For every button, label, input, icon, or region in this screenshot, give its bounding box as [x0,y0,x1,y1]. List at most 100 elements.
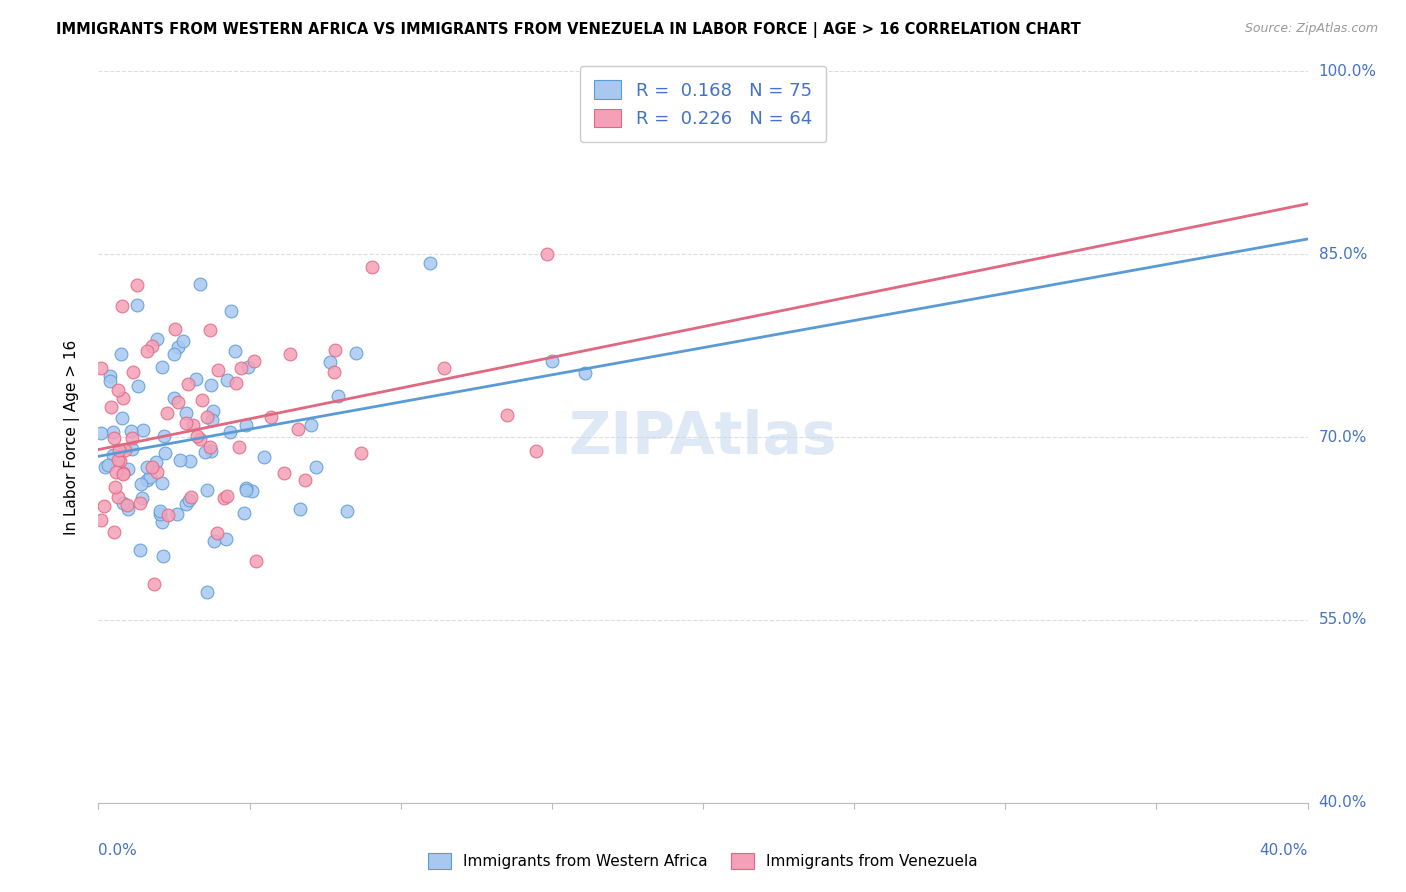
Immigrants from Western Africa [145,455,167,469]
Immigrants from Venezuela [111,391,134,405]
Immigrants from Western Africa [197,483,219,498]
Immigrants from Venezuela [112,467,135,481]
Text: 0.0%: 0.0% [98,843,138,858]
Immigrants from Venezuela [108,454,131,468]
Immigrants from Western Africa [152,429,174,443]
Immigrants from Venezuela [273,467,295,481]
Immigrants from Western Africa [149,503,172,517]
Immigrants from Western Africa [201,412,224,426]
Immigrants from Western Africa [235,481,257,495]
Immigrants from Venezuela [177,377,200,392]
Immigrants from Western Africa [188,277,211,291]
Immigrants from Venezuela [536,246,558,260]
Immigrants from Venezuela [200,323,222,337]
Immigrants from Western Africa [127,379,149,393]
Immigrants from Western Africa [163,392,186,406]
Immigrants from Venezuela [225,376,247,390]
Immigrants from Venezuela [190,432,212,446]
Immigrants from Western Africa [110,346,132,360]
Immigrants from Venezuela [107,491,129,505]
Text: 40.0%: 40.0% [1319,796,1367,810]
Immigrants from Venezuela [323,343,346,358]
Immigrants from Venezuela [122,365,145,379]
Immigrants from Venezuela [111,466,134,480]
Immigrants from Western Africa [120,424,142,438]
Immigrants from Venezuela [231,360,253,375]
Immigrants from Western Africa [200,444,222,458]
Immigrants from Western Africa [305,460,328,475]
Immigrants from Venezuela [524,444,547,458]
Immigrants from Venezuela [121,431,143,445]
Text: 100.0%: 100.0% [1319,64,1376,78]
Immigrants from Western Africa [235,483,257,498]
Immigrants from Western Africa [150,515,173,529]
Immigrants from Venezuela [136,343,159,358]
Immigrants from Western Africa [174,497,197,511]
Immigrants from Venezuela [166,395,188,409]
Immigrants from Western Africa [288,502,311,516]
Immigrants from Western Africa [214,532,236,546]
Immigrants from Western Africa [135,473,157,487]
Immigrants from Western Africa [98,374,121,388]
Text: ZIPAtlas: ZIPAtlas [568,409,838,466]
Immigrants from Western Africa [135,460,157,475]
Immigrants from Western Africa [145,332,167,346]
Immigrants from Venezuela [176,416,198,430]
Immigrants from Venezuela [280,347,302,361]
Immigrants from Western Africa [101,448,124,462]
Immigrants from Venezuela [191,392,214,407]
Immigrants from Venezuela [103,431,125,445]
Immigrants from Western Africa [117,502,139,516]
Text: 70.0%: 70.0% [1319,430,1367,444]
Immigrants from Western Africa [166,508,188,522]
Immigrants from Western Africa [94,459,117,474]
Immigrants from Western Africa [299,417,322,432]
Immigrants from Venezuela [141,339,163,353]
Immigrants from Western Africa [218,425,240,440]
Immigrants from Venezuela [163,322,186,336]
Immigrants from Western Africa [129,542,152,557]
Immigrants from Venezuela [181,417,204,432]
Immigrants from Western Africa [150,475,173,490]
Y-axis label: In Labor Force | Age > 16: In Labor Force | Age > 16 [65,340,80,534]
Immigrants from Venezuela [207,363,229,377]
Immigrants from Western Africa [419,256,441,270]
Immigrants from Venezuela [146,465,169,479]
Immigrants from Western Africa [169,453,191,467]
Immigrants from Western Africa [97,458,120,472]
Immigrants from Venezuela [90,360,112,375]
Immigrants from Venezuela [197,410,219,425]
Immigrants from Western Africa [200,377,222,392]
Immigrants from Western Africa [326,389,349,403]
Immigrants from Venezuela [205,525,228,540]
Immigrants from Venezuela [114,443,136,458]
Immigrants from Venezuela [243,354,266,368]
Immigrants from Western Africa [318,354,340,368]
Immigrants from Venezuela [259,410,281,425]
Immigrants from Western Africa [541,353,564,368]
Immigrants from Western Africa [152,549,174,564]
Immigrants from Venezuela [104,480,127,494]
Immigrants from Western Africa [139,470,162,484]
Immigrants from Venezuela [111,299,134,313]
Immigrants from Venezuela [432,360,454,375]
Text: IMMIGRANTS FROM WESTERN AFRICA VS IMMIGRANTS FROM VENEZUELA IN LABOR FORCE | AGE: IMMIGRANTS FROM WESTERN AFRICA VS IMMIGR… [56,22,1081,38]
Immigrants from Western Africa [131,476,153,491]
Immigrants from Venezuela [350,446,373,460]
Immigrants from Western Africa [112,496,135,510]
Immigrants from Western Africa [177,492,200,507]
Immigrants from Venezuela [107,453,129,467]
Immigrants from Venezuela [107,383,129,397]
Immigrants from Venezuela [141,460,163,475]
Immigrants from Venezuela [117,498,139,512]
Text: 55.0%: 55.0% [1319,613,1367,627]
Immigrants from Western Africa [103,425,125,439]
Text: 40.0%: 40.0% [1260,843,1308,858]
Legend: Immigrants from Western Africa, Immigrants from Venezuela: Immigrants from Western Africa, Immigran… [422,847,984,875]
Text: Source: ZipAtlas.com: Source: ZipAtlas.com [1244,22,1378,36]
Immigrants from Western Africa [235,417,257,432]
Immigrants from Western Africa [202,534,225,549]
Immigrants from Western Africa [98,368,121,383]
Immigrants from Western Africa [90,425,112,440]
Immigrants from Western Africa [184,371,207,385]
